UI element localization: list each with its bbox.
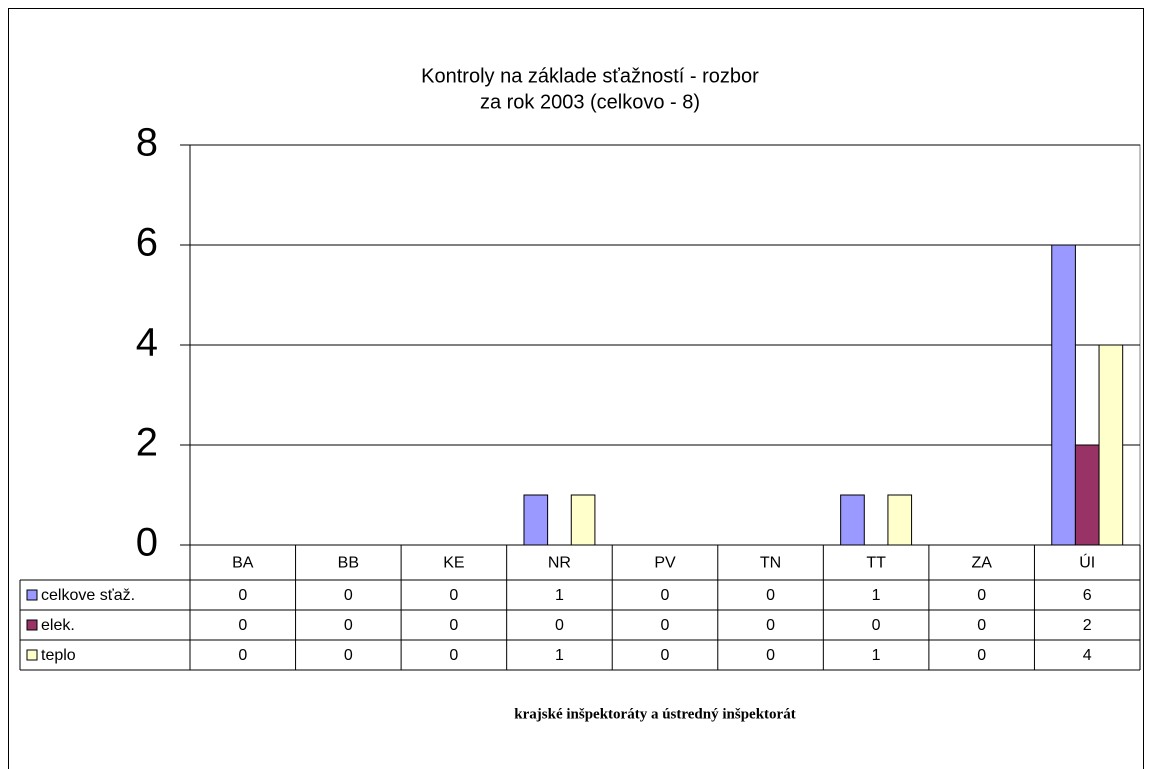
table-value: 0 [449,617,458,634]
x-tick-label: ÚI [1079,553,1095,572]
chart-frame [8,8,1144,769]
legend-swatch [26,649,38,661]
y-tick-label: 6 [136,221,158,265]
legend-swatch [26,589,38,601]
table-value: 0 [766,587,775,604]
bar [887,494,913,546]
table-value: 0 [661,617,670,634]
table-value: 1 [555,647,564,664]
table-value: 0 [344,647,353,664]
bar [523,494,549,546]
table-value: 1 [555,587,564,604]
table-value: 0 [661,647,670,664]
x-tick-label: NR [548,555,571,572]
table-value: 2 [1083,617,1092,634]
y-tick-label: 2 [136,421,158,465]
table-value: 4 [1083,647,1092,664]
y-tick-label: 4 [136,321,158,365]
bar [1098,344,1124,546]
table-value: 0 [449,587,458,604]
x-tick-label: BA [232,555,254,572]
y-tick-label: 8 [136,121,158,165]
y-tick-label: 0 [136,521,158,565]
table-value: 0 [449,647,458,664]
x-axis-label: krajské inšpektoráty a ústredný inšpekto… [514,706,795,722]
x-tick-label: PV [654,555,676,572]
x-tick-label: BB [338,555,359,572]
table-value: 0 [766,647,775,664]
table-value: 0 [344,587,353,604]
x-tick-label: KE [443,555,464,572]
table-value: 0 [977,647,986,664]
legend-label: teplo [41,647,76,664]
x-tick-label: TT [866,555,886,572]
table-value: 0 [555,617,564,634]
table-value: 6 [1083,587,1092,604]
table-value: 0 [977,617,986,634]
bar [1051,244,1076,546]
table-value: 0 [238,647,247,664]
table-value: 0 [872,617,881,634]
table-value: 0 [238,587,247,604]
x-tick-label: TN [760,555,781,572]
table-value: 1 [872,587,881,604]
legend-label: elek. [41,617,75,634]
table-value: 0 [766,617,775,634]
bar [1074,444,1100,546]
chart-subtitle: za rok 2003 (celkovo - 8) [480,91,700,113]
legend-swatch [26,619,38,631]
chart-title: Kontroly na základe sťažností - rozbor [421,65,759,87]
bar [840,494,865,546]
table-value: 0 [344,617,353,634]
table-value: 0 [238,617,247,634]
table-value: 0 [661,587,670,604]
table-value: 1 [872,647,881,664]
table-value: 0 [977,587,986,604]
bar [570,494,596,546]
legend-label: celkove sťaž. [41,587,135,604]
x-tick-label: ZA [971,555,992,572]
